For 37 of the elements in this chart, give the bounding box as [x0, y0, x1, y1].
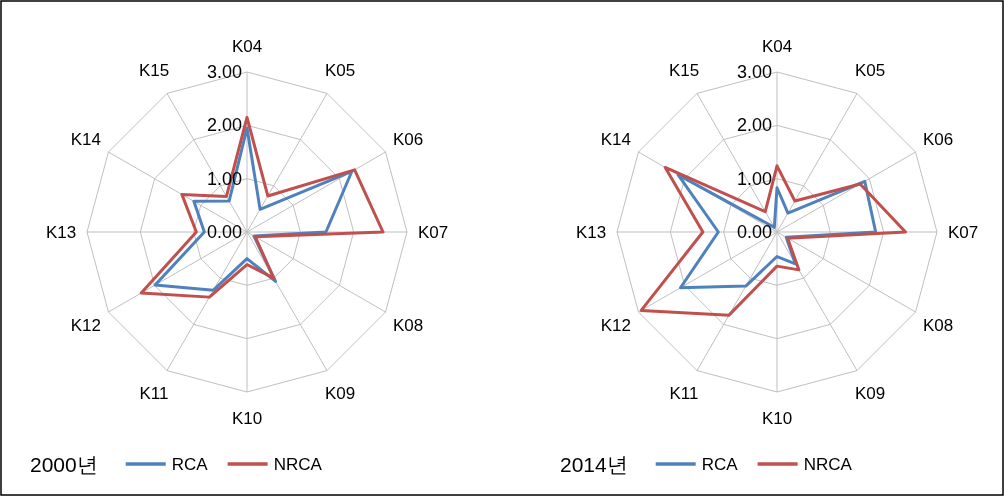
legend-label: RCA [701, 454, 739, 474]
spoke-label: K09 [854, 383, 886, 403]
y-tick-label: 3.00 [736, 62, 772, 82]
spoke-label: K15 [138, 61, 170, 81]
legend-label: NRCA [803, 454, 853, 474]
spoke-label: K09 [324, 383, 356, 403]
spoke-label: K05 [324, 61, 356, 81]
spoke-label: K13 [45, 222, 77, 242]
y-tick-label: 0.00 [206, 222, 242, 242]
legend-label: NRCA [273, 454, 323, 474]
spoke-label: K05 [854, 61, 886, 81]
spoke-label: K15 [668, 61, 700, 81]
legend-label: RCA [171, 454, 209, 474]
y-tick-label: 2.00 [736, 115, 772, 136]
spoke-label: K06 [392, 129, 424, 149]
spoke-label: K07 [417, 222, 449, 242]
spoke-label: K08 [922, 315, 954, 335]
spoke-label: K04 [761, 36, 793, 56]
y-tick-label: 1.00 [736, 168, 772, 189]
y-tick-label: 0.00 [736, 222, 772, 242]
spoke-label: K12 [70, 315, 102, 335]
spoke-label: K14 [70, 129, 102, 149]
spoke-label: K04 [231, 36, 263, 56]
spoke-label: K13 [575, 222, 607, 242]
spoke-label: K14 [600, 129, 632, 149]
spoke-label: K10 [231, 408, 263, 428]
y-tick-label: 2.00 [206, 115, 242, 136]
spoke-label: K12 [600, 315, 632, 335]
spoke-label: K06 [922, 129, 954, 149]
legend-title: 2000년 [30, 452, 98, 476]
spoke-label: K08 [392, 315, 424, 335]
spoke-label: K11 [139, 383, 169, 403]
spoke-label: K10 [761, 408, 793, 428]
spoke-label: K07 [947, 222, 979, 242]
spoke-label: K11 [669, 383, 699, 403]
y-tick-label: 3.00 [206, 62, 242, 82]
legend-title: 2014년 [560, 452, 628, 476]
